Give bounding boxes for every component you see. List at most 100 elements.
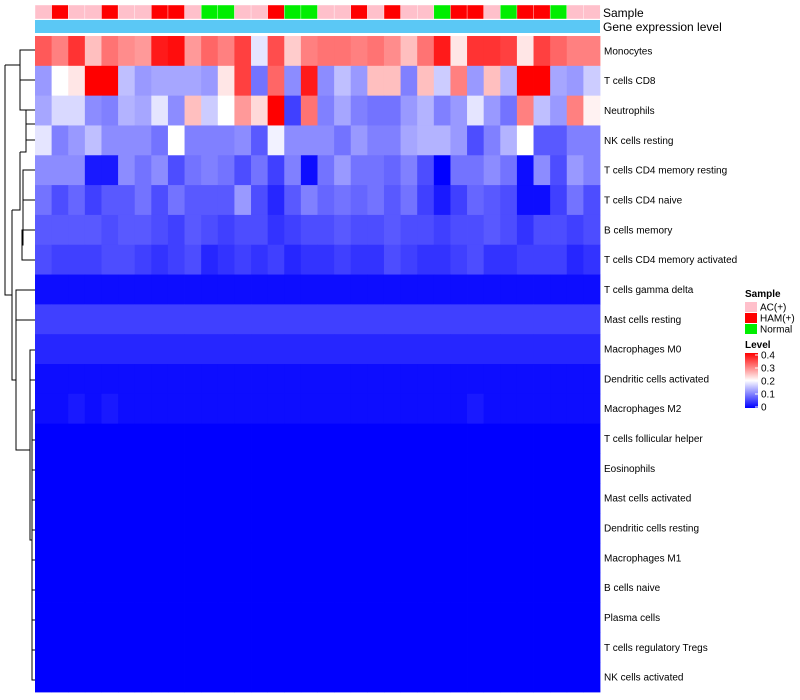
heatmap-cell: [383, 125, 401, 156]
heatmap-cell: [51, 513, 69, 544]
heatmap-cells: [35, 36, 601, 693]
heatmap-cell: [550, 304, 568, 335]
heatmap-cell: [467, 244, 485, 275]
row-label: T cells CD4 memory resting: [604, 166, 727, 177]
heatmap-cell: [201, 65, 219, 97]
heatmap-cell: [184, 125, 202, 156]
heatmap-cell: [400, 662, 418, 693]
heatmap-cell: [217, 155, 235, 186]
heatmap-cell: [433, 125, 451, 156]
sample-annotation-cell: [317, 4, 335, 20]
heatmap-cell: [383, 572, 401, 603]
heatmap-cell: [450, 393, 468, 425]
heatmap-cell: [118, 214, 136, 246]
heatmap-cell: [51, 662, 69, 693]
heatmap-cell: [167, 244, 185, 275]
heatmap-cell: [483, 453, 501, 484]
heatmap-cell: [566, 125, 584, 156]
heatmap-cell: [84, 155, 102, 186]
heatmap-cell: [167, 393, 185, 425]
heatmap-cell: [284, 542, 302, 574]
heatmap-cell: [284, 155, 302, 186]
heatmap-cell: [417, 65, 435, 97]
heatmap-cell: [217, 364, 235, 395]
heatmap-cell: [51, 453, 69, 484]
heatmap-cell: [367, 542, 385, 574]
heatmap-cell: [118, 185, 136, 216]
heatmap-cell: [118, 304, 136, 335]
heatmap-cell: [217, 602, 235, 633]
heatmap-cell: [167, 423, 185, 454]
heatmap-cell: [68, 214, 86, 246]
heatmap-cell: [500, 214, 518, 246]
heatmap-cell: [317, 393, 335, 425]
heatmap-cell: [516, 95, 534, 126]
heatmap-cell: [267, 65, 285, 97]
sample-annotation-cell: [51, 4, 69, 20]
heatmap-cell: [350, 423, 368, 454]
heatmap-cell: [184, 36, 202, 67]
sample-annotation-cell: [500, 4, 518, 20]
heatmap-cell: [234, 304, 252, 335]
sample-annotation-cell: [583, 4, 601, 20]
legend-label: HAM(+): [760, 314, 795, 325]
heatmap-cell: [367, 36, 385, 67]
heatmap-cell: [234, 334, 252, 365]
heatmap-cell: [118, 36, 136, 67]
heatmap-cell: [417, 483, 435, 514]
sample-annotation-cell: [184, 4, 202, 20]
heatmap-cell: [134, 602, 152, 633]
heatmap-cell: [234, 453, 252, 484]
heatmap-cell: [35, 36, 53, 67]
heatmap-cell: [334, 304, 352, 335]
heatmap-cell: [300, 304, 318, 335]
heatmap-cell: [317, 95, 335, 126]
heatmap-cell: [383, 244, 401, 275]
heatmap-cell: [101, 483, 119, 514]
dendrogram-branch: [29, 349, 35, 381]
heatmap-cell: [251, 334, 269, 365]
heatmap-cell: [267, 185, 285, 216]
heatmap-cell: [516, 423, 534, 454]
heatmap-cell: [51, 334, 69, 365]
heatmap-cell: [516, 453, 534, 484]
heatmap-cell: [84, 602, 102, 633]
heatmap-cell: [234, 36, 252, 67]
sample-annotation-cell: [417, 4, 435, 20]
heatmap-cell: [317, 542, 335, 574]
heatmap-cell: [300, 423, 318, 454]
heatmap-cell: [467, 602, 485, 633]
heatmap-cell: [583, 185, 601, 216]
heatmap-cell: [101, 185, 119, 216]
sample-annotation-cell: [300, 4, 319, 20]
heatmap-cell: [251, 662, 269, 693]
heatmap-cell: [400, 632, 418, 663]
heatmap-cell: [383, 274, 401, 305]
heatmap-cell: [101, 572, 119, 603]
heatmap-cell: [433, 513, 451, 544]
heatmap-cell: [583, 542, 601, 574]
heatmap-cell: [550, 483, 568, 514]
heatmap-cell: [533, 214, 551, 246]
heatmap-cell: [134, 65, 152, 97]
heatmap-cell: [400, 542, 418, 574]
dendrogram-branch: [12, 152, 21, 211]
heatmap-cell: [317, 274, 335, 305]
heatmap-cell: [217, 304, 235, 335]
heatmap-cell: [184, 214, 202, 246]
heatmap-cell: [450, 214, 468, 246]
sample-annotation-cell: [250, 4, 269, 20]
heatmap-cell: [234, 572, 252, 603]
heatmap-cell: [483, 304, 501, 335]
heatmap-cell: [234, 513, 252, 544]
heatmap-cell: [101, 542, 119, 574]
heatmap-cell: [383, 185, 401, 216]
heatmap-cell: [400, 572, 418, 603]
heatmap-cell: [350, 185, 368, 216]
heatmap-cell: [566, 304, 584, 335]
heatmap-cell: [367, 513, 385, 544]
heatmap-cell: [533, 274, 551, 305]
heatmap-cell: [184, 185, 202, 216]
heatmap-cell: [184, 542, 202, 574]
heatmap-cell: [483, 185, 501, 216]
